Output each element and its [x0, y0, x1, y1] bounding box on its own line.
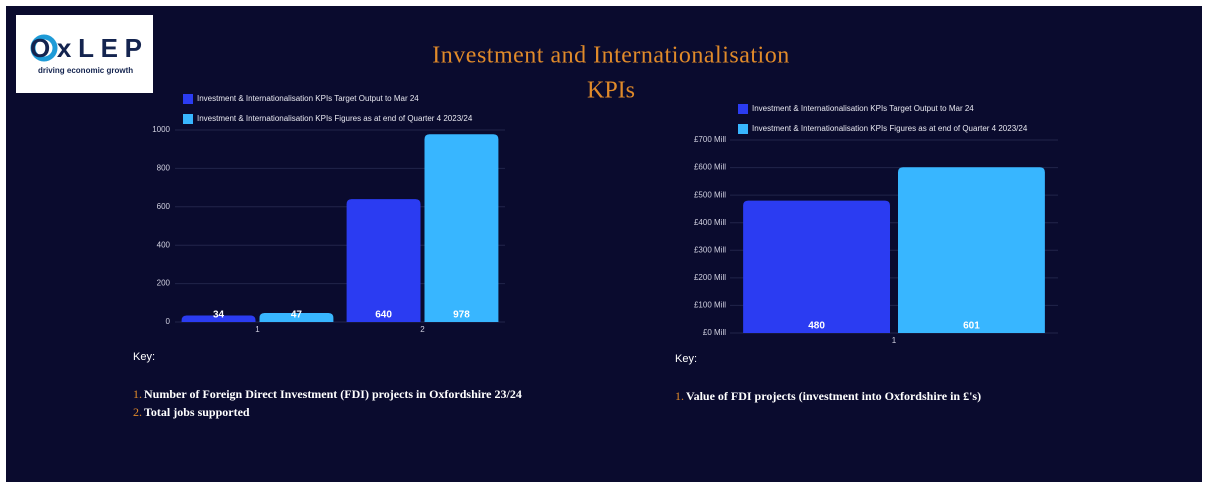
data-label: 47 — [291, 310, 303, 321]
logo-tagline: driving economic growth — [38, 66, 133, 75]
y-tick-label: £300 Mill — [694, 245, 726, 254]
key-text: Number of Foreign Direct Investment (FDI… — [144, 387, 522, 401]
y-tick-label: £0 Mill — [703, 328, 726, 337]
logo-box — [16, 15, 153, 93]
key-text: Total jobs supported — [144, 405, 250, 419]
key-item: 2. Total jobs supported — [133, 405, 250, 419]
x-tick-label: 1 — [892, 336, 897, 345]
page-title: KPIs — [587, 78, 635, 104]
key-text: Value of FDI projects (investment into O… — [686, 389, 981, 403]
bar — [743, 200, 890, 333]
bar — [424, 134, 499, 322]
bar — [259, 312, 334, 322]
legend-label: Investment & Internationalisation KPIs T… — [197, 94, 419, 103]
y-tick-label: £200 Mill — [694, 273, 726, 282]
y-tick-label: 0 — [166, 317, 171, 326]
y-tick-label: £100 Mill — [694, 301, 726, 310]
key-heading: Key: — [675, 353, 697, 365]
legend-swatch — [738, 124, 748, 134]
key-heading: Key: — [133, 351, 155, 363]
key-item: 1. Number of Foreign Direct Investment (F… — [133, 387, 522, 401]
data-label: 601 — [963, 321, 980, 332]
legend-label: Investment & Internationalisation KPIs T… — [752, 104, 974, 113]
legend-label: Investment & Internationalisation KPIs F… — [752, 124, 1028, 133]
y-tick-label: 200 — [157, 279, 171, 288]
bar — [181, 315, 256, 322]
y-tick-label: 400 — [157, 240, 171, 249]
data-label: 978 — [453, 310, 470, 321]
y-tick-label: £500 Mill — [694, 190, 726, 199]
y-tick-label: £400 Mill — [694, 218, 726, 227]
bar — [346, 199, 421, 322]
logo-ring — [30, 34, 58, 62]
legend-swatch — [738, 104, 748, 114]
data-label: 480 — [808, 321, 825, 332]
x-tick-label: 2 — [420, 325, 425, 334]
key-item: 1. Value of FDI projects (investment into… — [675, 389, 981, 403]
x-tick-label: 1 — [255, 325, 260, 334]
page-title: Investment and Internationalisation — [432, 43, 789, 69]
y-tick-label: 800 — [157, 164, 171, 173]
logo-text: OxLEP — [30, 33, 142, 63]
key-number: 1. — [133, 387, 142, 401]
legend-swatch — [183, 114, 193, 124]
y-tick-label: 600 — [157, 202, 171, 211]
y-tick-label: 1000 — [152, 125, 170, 134]
key-number: 1. — [675, 389, 684, 403]
key-number: 2. — [133, 405, 142, 419]
data-label: 34 — [213, 310, 225, 321]
y-tick-label: £700 Mill — [694, 135, 726, 144]
y-tick-label: £600 Mill — [694, 163, 726, 172]
bar — [898, 167, 1045, 333]
legend-label: Investment & Internationalisation KPIs F… — [197, 114, 473, 123]
data-label: 640 — [375, 310, 392, 321]
legend-swatch — [183, 94, 193, 104]
